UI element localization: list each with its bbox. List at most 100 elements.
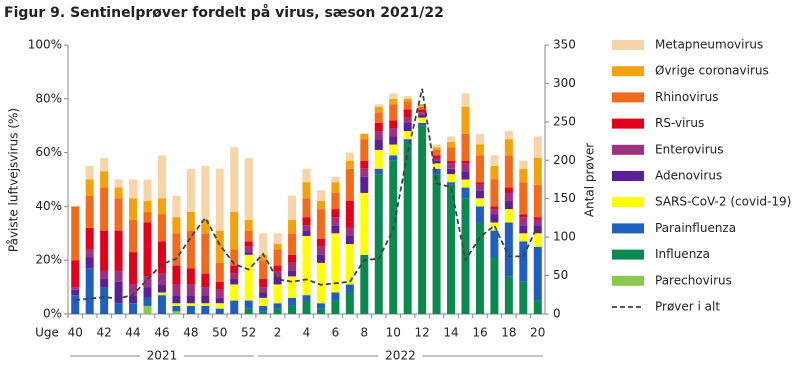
y2-tick-label: 250: [553, 114, 576, 128]
bar-segment: [331, 225, 340, 234]
bar-segment: [345, 227, 354, 236]
bar-segment: [490, 155, 499, 167]
y-tick-label: 20%: [35, 253, 62, 267]
line-series: [75, 88, 539, 302]
bar-segment: [114, 270, 123, 282]
bar-segment: [345, 160, 354, 169]
bar-segment: [389, 120, 398, 129]
chart-title: Figur 9. Sentinelprøver fordelt på virus…: [4, 4, 444, 21]
bar-segment: [201, 233, 210, 274]
bar-segment: [389, 144, 398, 156]
bar-segment: [85, 227, 94, 250]
bar-segment: [215, 308, 224, 314]
legend-label: RS-virus: [655, 116, 704, 130]
bar-segment: [244, 230, 253, 242]
y2-tick-label: 50: [553, 268, 568, 282]
bar-segment: [519, 217, 528, 226]
bar-segment: [461, 198, 470, 314]
bar-segment: [374, 112, 383, 124]
bar-segment: [331, 217, 340, 226]
bar-segment: [71, 260, 80, 288]
bar-segment: [403, 109, 412, 118]
bar-segment: [215, 168, 224, 231]
legend-label: Metapneumovirus: [655, 38, 763, 52]
bar-segment: [418, 125, 427, 314]
bar-segment: [157, 292, 166, 296]
bar-segment: [215, 281, 224, 290]
bar-segment: [490, 230, 499, 258]
bar-segment: [389, 104, 398, 121]
bar-segment: [447, 136, 456, 142]
legend-swatch: [612, 92, 644, 103]
y2-tick-label: 100: [553, 230, 576, 244]
bar-segment: [230, 279, 239, 285]
bar-segment: [172, 284, 181, 296]
bar-segment: [302, 295, 311, 301]
bar-segment: [316, 303, 325, 309]
bar-segment: [490, 214, 499, 223]
bar-segment: [389, 160, 398, 314]
bar-segment: [288, 262, 297, 271]
bar-segment: [389, 128, 398, 137]
bar-segment: [288, 195, 297, 220]
bar-segment: [288, 305, 297, 314]
bar-segment: [418, 112, 427, 115]
bar-segment: [519, 233, 528, 242]
bar-segment: [114, 281, 123, 304]
bar-segment: [143, 179, 152, 202]
bar-segment: [374, 149, 383, 169]
x-tick-label: 6: [332, 326, 340, 340]
bar-segment: [519, 225, 528, 234]
bar-segment: [461, 179, 470, 188]
bar-segment: [273, 308, 282, 314]
bar-segment: [403, 117, 412, 124]
bar-segment: [519, 281, 528, 314]
y2-axis-label: Antal prøver: [583, 143, 597, 217]
legend-label: Rhinovirus: [655, 90, 718, 104]
bar-segment: [461, 160, 470, 164]
x-tick-label: 10: [386, 326, 401, 340]
bar-segment: [432, 144, 441, 148]
bar-segment: [504, 192, 513, 202]
bar-segment: [172, 303, 181, 306]
bar-segment: [288, 219, 297, 234]
bar-segment: [389, 155, 398, 161]
bar-segment: [85, 195, 94, 228]
bar-segment: [201, 295, 210, 304]
bar-segment: [475, 155, 484, 183]
bar-segment: [288, 270, 297, 277]
bar-segment: [418, 104, 427, 107]
bar-segment: [519, 168, 528, 183]
bar-segment: [418, 106, 427, 110]
bar-segment: [244, 308, 253, 314]
bar-segment: [533, 225, 542, 234]
bar-segment: [244, 254, 253, 301]
legend-label: Parechovirus: [655, 273, 732, 287]
y-tick-label: 0%: [43, 307, 62, 321]
y2-tick-label: 300: [553, 76, 576, 90]
bar-segment: [259, 233, 268, 255]
bar-segment: [215, 289, 224, 298]
bar-segment: [360, 133, 369, 140]
bar-segment: [533, 233, 542, 247]
bar-segment: [157, 214, 166, 242]
bar-segment: [374, 174, 383, 314]
bar-segment: [273, 270, 282, 277]
bar-segment: [490, 206, 499, 210]
bar-segment: [100, 230, 109, 271]
bar-segment: [345, 201, 354, 228]
legend-swatch: [612, 144, 644, 155]
x-tick-label: 20: [530, 326, 545, 340]
bar-segment: [302, 217, 311, 226]
bar-segment: [461, 171, 470, 180]
bar-segment: [230, 211, 239, 250]
bar-segment: [129, 179, 138, 199]
legend-swatch: [612, 118, 644, 129]
bar-segment: [418, 123, 427, 126]
bar-segment: [533, 246, 542, 301]
bar-segment: [259, 287, 268, 293]
bar-segment: [475, 144, 484, 156]
bar-segment: [302, 168, 311, 183]
bar-segment: [302, 230, 311, 236]
